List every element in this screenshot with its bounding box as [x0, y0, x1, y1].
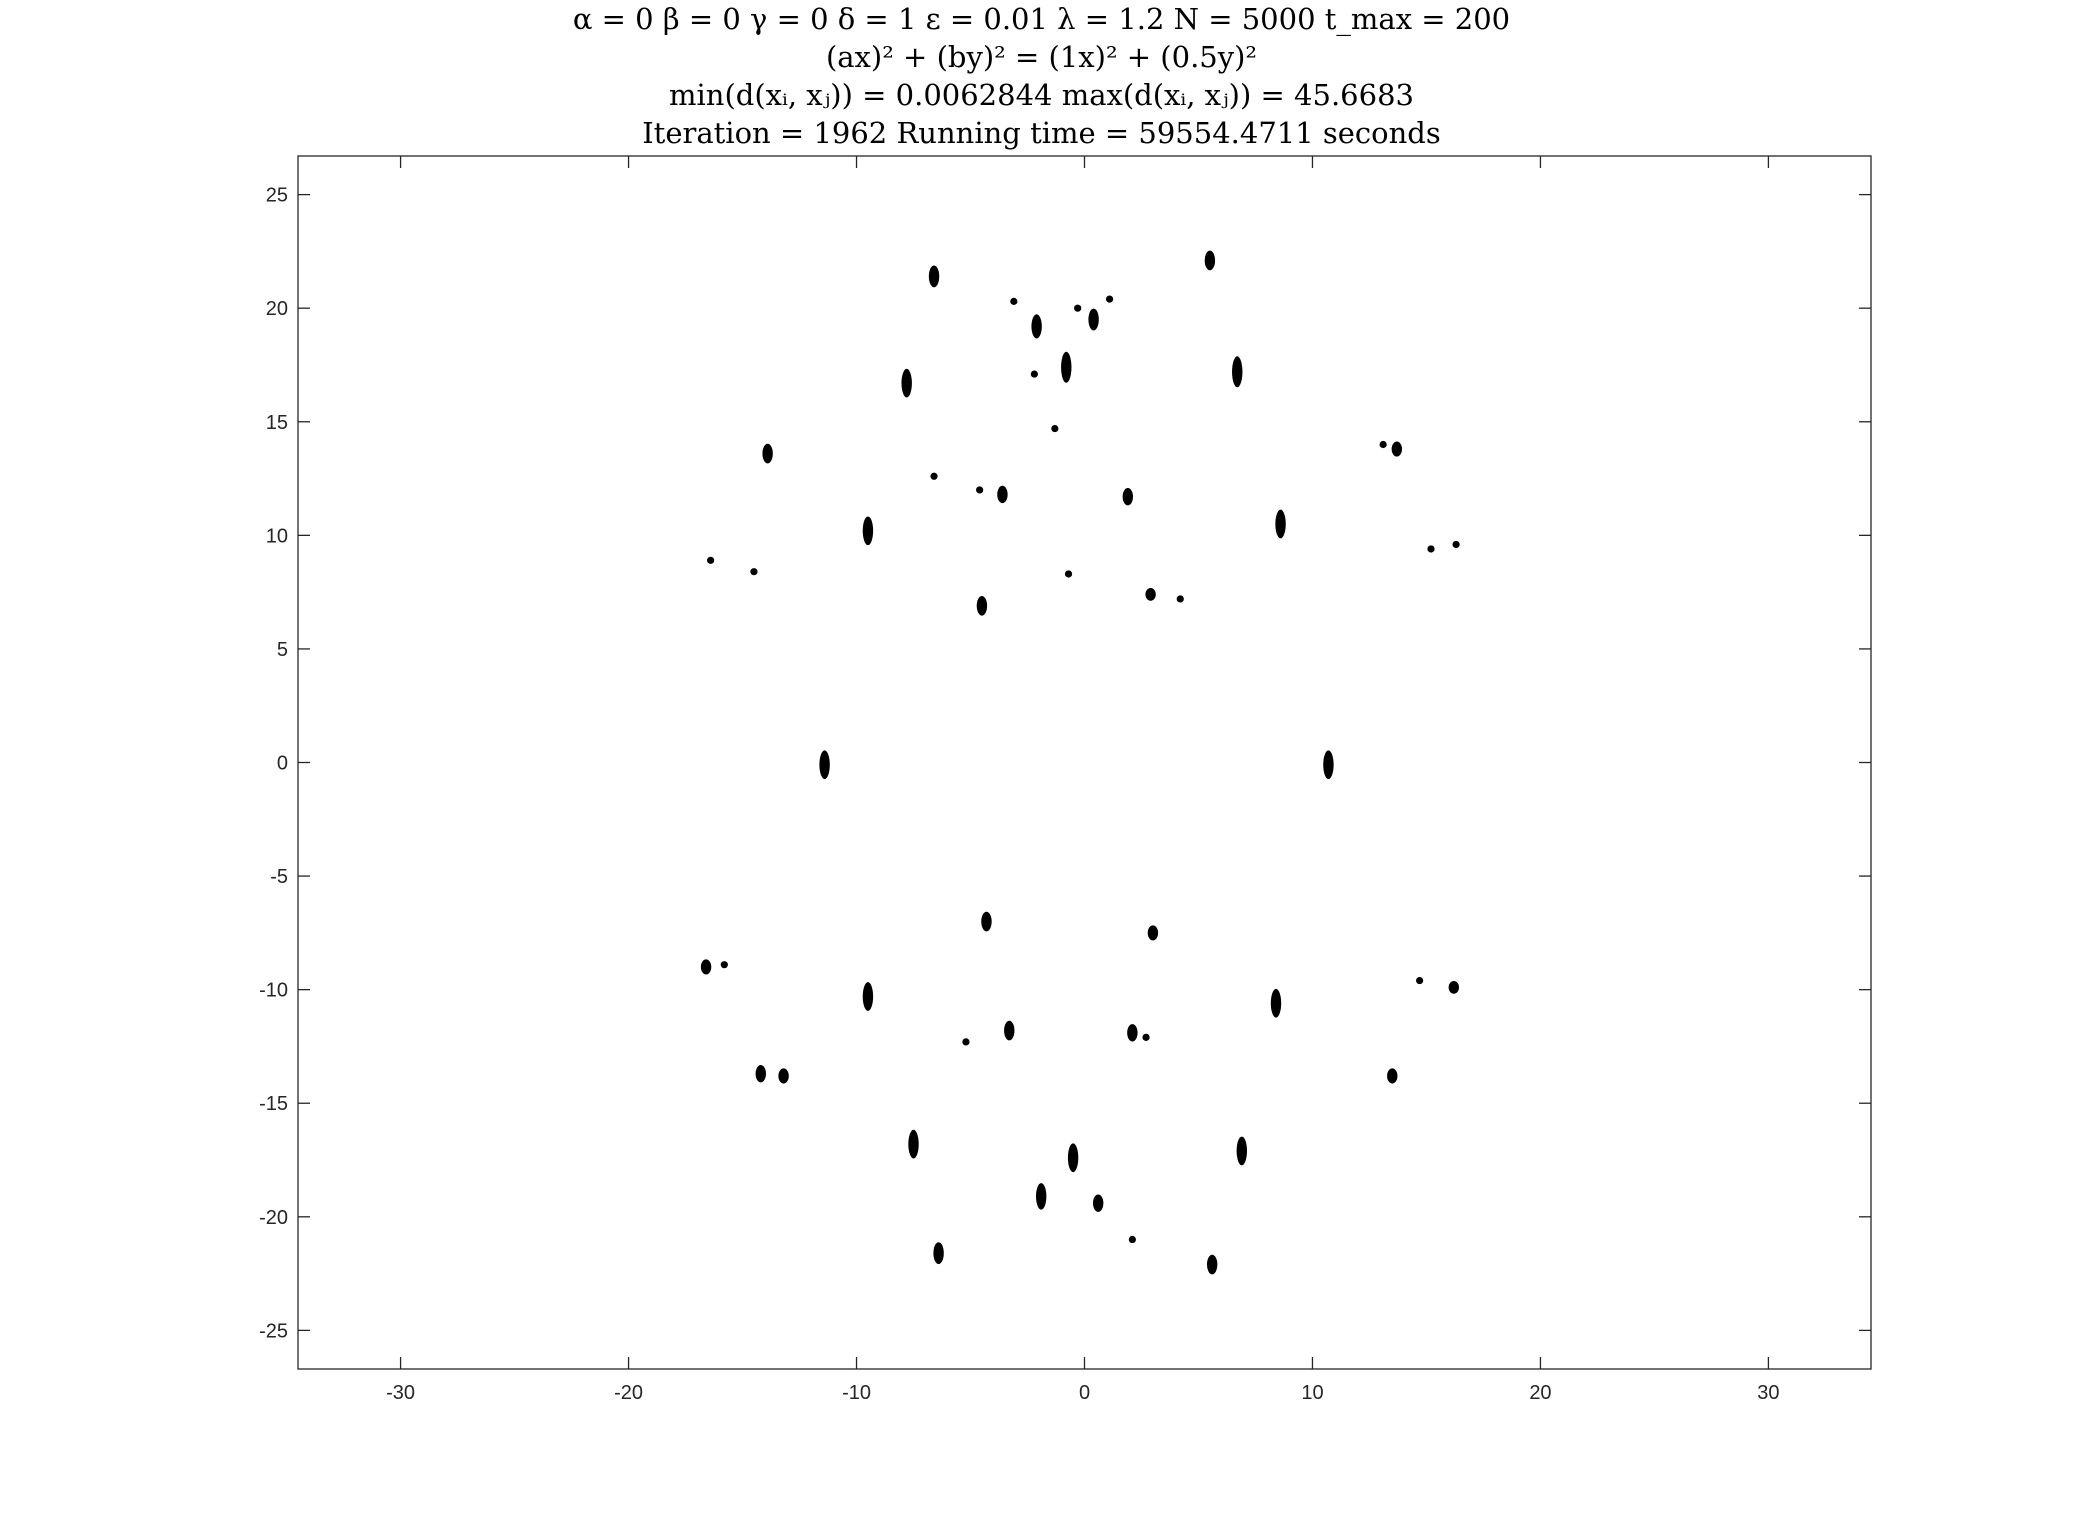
data-point-cluster	[1064, 570, 1073, 578]
data-point-cluster	[707, 556, 715, 564]
data-point-cluster	[1010, 297, 1018, 305]
y-tick-label: -15	[259, 1093, 288, 1115]
title-line-equation: (ax)² + (by)² = (1x)² + (0.5y)²	[825, 40, 1258, 74]
data-point-cluster	[976, 486, 984, 494]
title-line-parameters: α = 0 β = 0 γ = 0 δ = 1 ε = 0.01 λ = 1.2…	[572, 2, 1511, 36]
title-line-distances: min(d(xᵢ, xⱼ)) = 0.0062844 max(d(xᵢ, xⱼ)…	[669, 78, 1414, 112]
data-point-cluster	[1122, 488, 1134, 506]
data-point-cluster	[1275, 509, 1286, 539]
data-point-cluster	[962, 1038, 970, 1046]
x-tick-label: -10	[842, 1382, 871, 1404]
data-point-cluster	[930, 472, 938, 480]
data-point-cluster	[928, 265, 940, 288]
x-tick-label: 10	[1301, 1382, 1323, 1404]
data-point-cluster	[1128, 1235, 1136, 1244]
data-point-cluster	[1270, 988, 1282, 1018]
data-point-cluster	[1448, 980, 1460, 994]
chart-title-block: α = 0 β = 0 γ = 0 δ = 1 ε = 0.01 λ = 1.2…	[0, 0, 2083, 152]
data-point-cluster	[1452, 540, 1460, 549]
x-tick-label: 0	[1079, 1382, 1090, 1404]
data-point-cluster	[862, 982, 874, 1011]
x-tick-label: -30	[386, 1382, 415, 1404]
y-tick-label: -5	[270, 866, 288, 888]
data-point-cluster	[762, 443, 773, 464]
data-point-cluster	[700, 959, 712, 975]
x-tick-label: 30	[1757, 1382, 1779, 1404]
title-line-iteration: Iteration = 1962 Running time = 59554.47…	[642, 116, 1441, 150]
data-point-cluster	[1088, 308, 1099, 331]
data-point-cluster	[1379, 440, 1387, 449]
y-tick-label: -10	[259, 980, 288, 1002]
data-point-cluster	[862, 516, 874, 546]
data-point-cluster	[1391, 441, 1403, 457]
data-point-cluster	[819, 750, 830, 780]
data-point-cluster	[750, 568, 758, 576]
data-point-cluster	[720, 961, 728, 969]
plot-area-frame	[297, 155, 1872, 1370]
y-tick-label: -20	[259, 1207, 288, 1229]
data-point-cluster	[1030, 370, 1038, 378]
data-point-cluster	[1127, 1024, 1138, 1042]
data-point-cluster	[997, 485, 1008, 504]
data-point-cluster	[1031, 314, 1042, 339]
y-tick-label: 20	[266, 298, 288, 320]
axis-ticks: -30 -20 -10 0 10 20 30 25 20 15 10 5 0 -5 -10 -15 -20 -25	[259, 156, 1871, 1404]
data-point-cluster	[1387, 1068, 1398, 1084]
x-tick-label: -20	[614, 1382, 643, 1404]
y-tick-label: 25	[266, 185, 288, 207]
y-tick-label: 0	[277, 753, 288, 775]
y-tick-label: -25	[259, 1320, 288, 1342]
data-point-cluster	[1416, 976, 1424, 985]
data-point-cluster	[1427, 545, 1435, 553]
y-tick-label: 5	[277, 639, 288, 661]
data-point-cluster	[1236, 1136, 1248, 1166]
data-point-cluster	[1232, 356, 1243, 388]
data-point-cluster	[778, 1068, 789, 1084]
data-point-cluster	[1105, 295, 1114, 303]
data-point-cluster	[1074, 304, 1082, 312]
data-point-cluster	[908, 1129, 919, 1159]
data-point-cluster	[933, 1242, 944, 1265]
data-point-cluster	[1067, 1143, 1079, 1173]
data-point-cluster	[1142, 1033, 1150, 1041]
y-tick-label: 15	[266, 412, 288, 434]
data-point-cluster	[1323, 750, 1334, 780]
data-point-cluster	[755, 1065, 766, 1083]
x-tick-label: 20	[1529, 1382, 1551, 1404]
data-point-cluster	[976, 595, 988, 616]
data-point-cluster	[981, 911, 992, 932]
data-point-cluster	[1092, 1194, 1104, 1212]
data-points	[700, 250, 1460, 1275]
data-point-cluster	[1206, 1254, 1218, 1275]
y-tick-label: 10	[266, 525, 288, 547]
data-point-cluster	[1061, 351, 1072, 383]
data-point-cluster	[901, 368, 912, 398]
data-point-cluster	[1145, 587, 1156, 601]
data-point-cluster	[1204, 250, 1216, 271]
data-point-cluster	[1035, 1183, 1047, 1210]
data-point-cluster	[1004, 1020, 1015, 1041]
data-point-cluster	[1051, 424, 1059, 433]
data-point-cluster	[1147, 925, 1159, 941]
data-point-cluster	[1176, 595, 1184, 603]
